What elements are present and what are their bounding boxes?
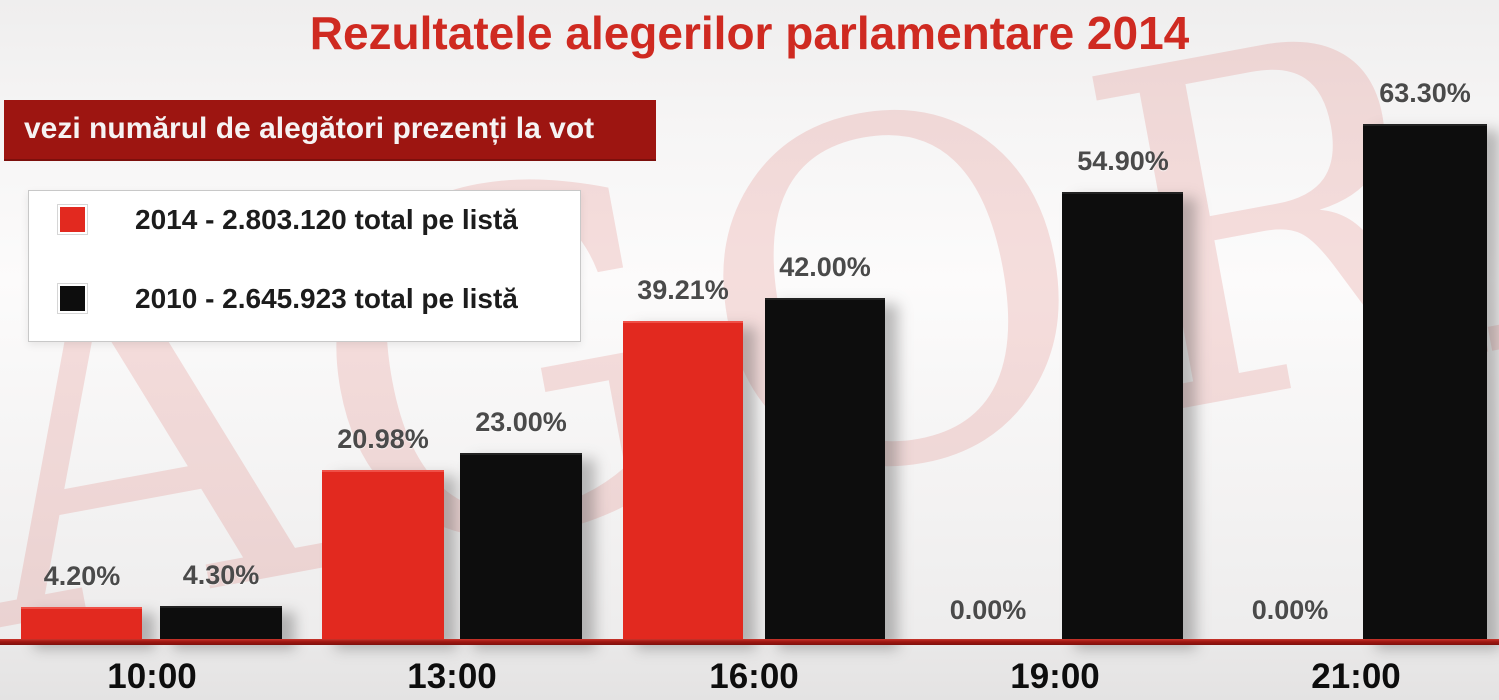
value-label-2010-2100: 63.30% bbox=[1379, 78, 1471, 108]
tick-label-1600: 16:00 bbox=[709, 657, 799, 696]
tick-label-1000: 10:00 bbox=[107, 657, 197, 696]
value-label-2010-1300: 23.00% bbox=[475, 407, 567, 437]
value-label-2014-1600: 39.21% bbox=[637, 275, 729, 305]
page-title: Rezultatele alegerilor parlamentare 2014 bbox=[309, 7, 1190, 59]
bar-2014-1600 bbox=[623, 321, 743, 643]
legend-label-2010: 2010 - 2.645.923 total pe listă bbox=[135, 283, 518, 314]
bar-2014-1000 bbox=[21, 607, 142, 643]
bar-2010-2100 bbox=[1363, 124, 1487, 643]
bar-2010-1300 bbox=[460, 453, 582, 643]
value-label-2010-1900: 54.90% bbox=[1077, 146, 1169, 176]
value-label-2014-2100: 0.00% bbox=[1251, 595, 1329, 625]
value-label-2010-1000: 4.30% bbox=[182, 560, 260, 590]
legend-label-2014: 2014 - 2.803.120 total pe listă bbox=[135, 204, 518, 235]
bar-2010-1000 bbox=[160, 606, 282, 643]
tick-label-1900: 19:00 bbox=[1010, 657, 1100, 696]
bar-2010-1900 bbox=[1062, 192, 1183, 643]
value-label-2014-1000: 4.20% bbox=[43, 561, 121, 591]
legend-row-2014: 2014 - 2.803.120 total pe listă bbox=[29, 204, 580, 235]
value-label-2014-1300: 20.98% bbox=[337, 424, 429, 454]
legend-swatch-2014 bbox=[57, 204, 88, 235]
tick-label-1300: 13:00 bbox=[407, 657, 497, 696]
banner-label: vezi numărul de alegători prezenți la vo… bbox=[24, 112, 595, 145]
x-axis-baseline bbox=[0, 639, 1499, 645]
bar-2014-1300 bbox=[322, 470, 444, 643]
legend: 2014 - 2.803.120 total pe listă 2010 - 2… bbox=[28, 190, 581, 342]
x-axis-band bbox=[0, 645, 1499, 700]
tick-label-2100: 21:00 bbox=[1311, 657, 1401, 696]
legend-swatch-2010 bbox=[57, 283, 88, 314]
value-label-2010-1600: 42.00% bbox=[779, 252, 871, 282]
value-label-2014-1900: 0.00% bbox=[949, 595, 1027, 625]
legend-row-2010: 2010 - 2.645.923 total pe listă bbox=[29, 283, 580, 314]
banner-link[interactable]: vezi numărul de alegători prezenți la vo… bbox=[4, 100, 656, 161]
bar-2010-1600 bbox=[765, 298, 885, 643]
